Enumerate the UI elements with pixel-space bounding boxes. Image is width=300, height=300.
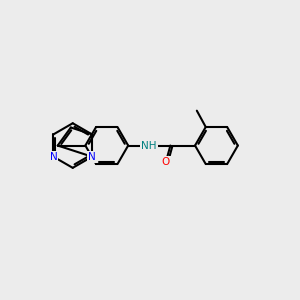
Text: N: N <box>50 152 57 162</box>
Text: NH: NH <box>141 140 157 151</box>
Text: O: O <box>162 157 170 167</box>
Text: N: N <box>88 152 96 162</box>
